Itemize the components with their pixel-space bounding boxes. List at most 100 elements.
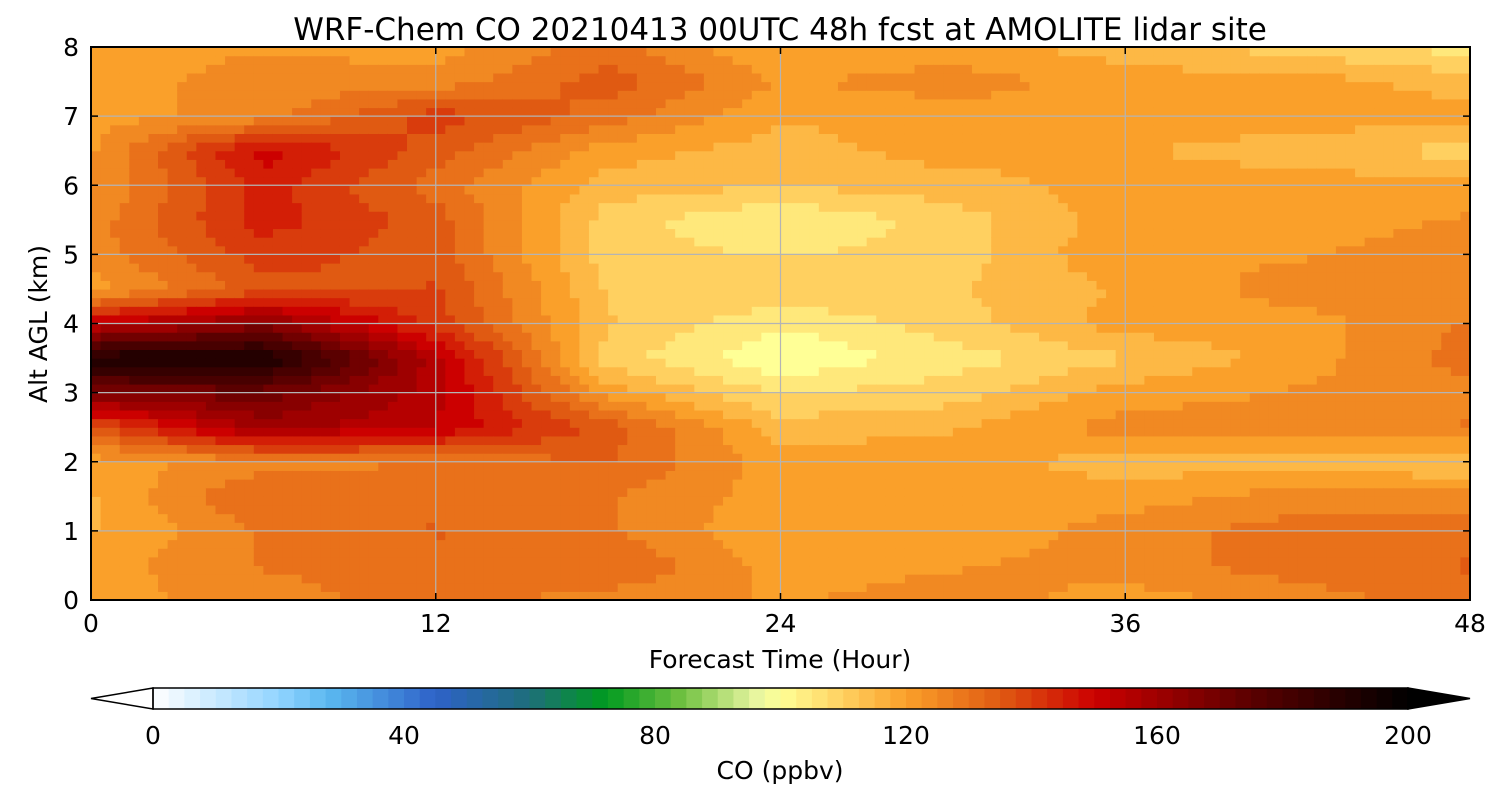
heatmap-cell	[301, 548, 312, 558]
heatmap-cell	[799, 64, 810, 74]
heatmap-cell	[723, 487, 734, 497]
heatmap-cell	[636, 193, 648, 204]
heatmap-cell	[742, 288, 753, 299]
heatmap-cell	[742, 530, 753, 541]
heatmap-cell	[617, 358, 628, 368]
heatmap-cell	[330, 116, 341, 126]
heatmap-cell	[483, 254, 494, 264]
heatmap-cell	[656, 565, 667, 575]
heatmap-cell	[301, 496, 312, 506]
heatmap-cell	[359, 574, 370, 584]
heatmap-cell	[723, 340, 734, 351]
heatmap-cell	[531, 306, 542, 316]
heatmap-cell	[205, 504, 217, 515]
heatmap-cell	[780, 176, 791, 186]
heatmap-cell	[426, 401, 437, 411]
heatmap-cell	[378, 444, 389, 454]
heatmap-cell	[349, 124, 360, 135]
heatmap-cell	[91, 548, 102, 558]
heatmap-cell	[521, 219, 533, 230]
heatmap-cell	[339, 556, 351, 567]
heatmap-cell	[732, 574, 743, 584]
heatmap-cell	[272, 513, 284, 523]
heatmap-cell	[665, 124, 676, 135]
heatmap-cell	[167, 176, 178, 186]
heatmap-cell	[770, 427, 782, 437]
heatmap-cell	[368, 98, 379, 109]
heatmap-cell	[713, 64, 724, 74]
heatmap-cell	[349, 366, 360, 376]
heatmap-cell	[751, 556, 762, 567]
heatmap-cell	[349, 383, 360, 394]
heatmap-cell	[809, 254, 820, 264]
heatmap-cell	[225, 47, 236, 57]
heatmap-cell	[167, 245, 178, 255]
heatmap-cell	[110, 401, 121, 411]
heatmap-cell	[445, 332, 456, 342]
heatmap-cell	[244, 323, 255, 333]
heatmap-cell	[493, 288, 504, 299]
heatmap-cell	[435, 479, 446, 489]
heatmap-cell	[387, 383, 399, 394]
heatmap-cell	[646, 288, 657, 299]
heatmap-cell	[550, 470, 561, 480]
heatmap-cell	[790, 124, 801, 135]
heatmap-cell	[502, 591, 513, 600]
heatmap-cell	[713, 185, 724, 195]
heatmap-cell	[110, 323, 121, 333]
heatmap-cell	[148, 591, 159, 600]
heatmap-cell	[493, 237, 504, 247]
heatmap-cell	[636, 306, 648, 316]
heatmap-cell	[119, 297, 130, 307]
heatmap-cell	[684, 522, 695, 532]
heatmap-cell	[196, 306, 207, 316]
heatmap-cell	[186, 522, 197, 532]
heatmap-cell	[100, 366, 111, 376]
heatmap-cell	[397, 383, 408, 394]
heatmap-cell	[196, 453, 207, 463]
heatmap-cell	[694, 530, 705, 541]
heatmap-cell	[684, 202, 695, 212]
heatmap-cell	[158, 513, 169, 523]
heatmap-cell	[780, 167, 791, 178]
heatmap-cell	[809, 306, 820, 316]
heatmap-cell	[665, 81, 676, 91]
heatmap-cell	[723, 150, 734, 160]
heatmap-cell	[368, 193, 379, 204]
heatmap-cell	[474, 340, 485, 351]
heatmap-cell	[790, 288, 801, 299]
heatmap-cell	[579, 427, 590, 437]
heatmap-cell	[579, 271, 590, 281]
heatmap-cell	[272, 202, 284, 212]
heatmap-cell	[407, 522, 418, 532]
heatmap-cell	[569, 306, 580, 316]
heatmap-cell	[588, 418, 600, 428]
heatmap-cell	[761, 314, 772, 325]
heatmap-cell	[684, 487, 695, 497]
heatmap-cell	[483, 142, 494, 152]
heatmap-cell	[397, 193, 408, 204]
heatmap-cell	[196, 64, 207, 74]
heatmap-cell	[617, 366, 628, 376]
heatmap-cell	[158, 211, 169, 221]
heatmap-cell	[435, 418, 446, 428]
heatmap-cell	[656, 314, 667, 325]
heatmap-cell	[253, 496, 264, 506]
heatmap-cell	[339, 574, 351, 584]
heatmap-cell	[339, 340, 351, 351]
heatmap-cell	[723, 366, 734, 376]
heatmap-cell	[521, 444, 533, 454]
heatmap-cell	[751, 427, 762, 437]
heatmap-cell	[272, 124, 284, 135]
heatmap-cell	[703, 461, 715, 471]
heatmap-cell	[110, 548, 121, 558]
heatmap-cell	[282, 332, 293, 342]
heatmap-cell	[311, 314, 322, 325]
heatmap-cell	[215, 496, 226, 506]
heatmap-cell	[627, 90, 638, 100]
heatmap-cell	[665, 98, 676, 109]
heatmap-cell	[148, 288, 159, 299]
heatmap-cell	[464, 401, 475, 411]
heatmap-cell	[636, 461, 648, 471]
heatmap-cell	[579, 383, 590, 394]
